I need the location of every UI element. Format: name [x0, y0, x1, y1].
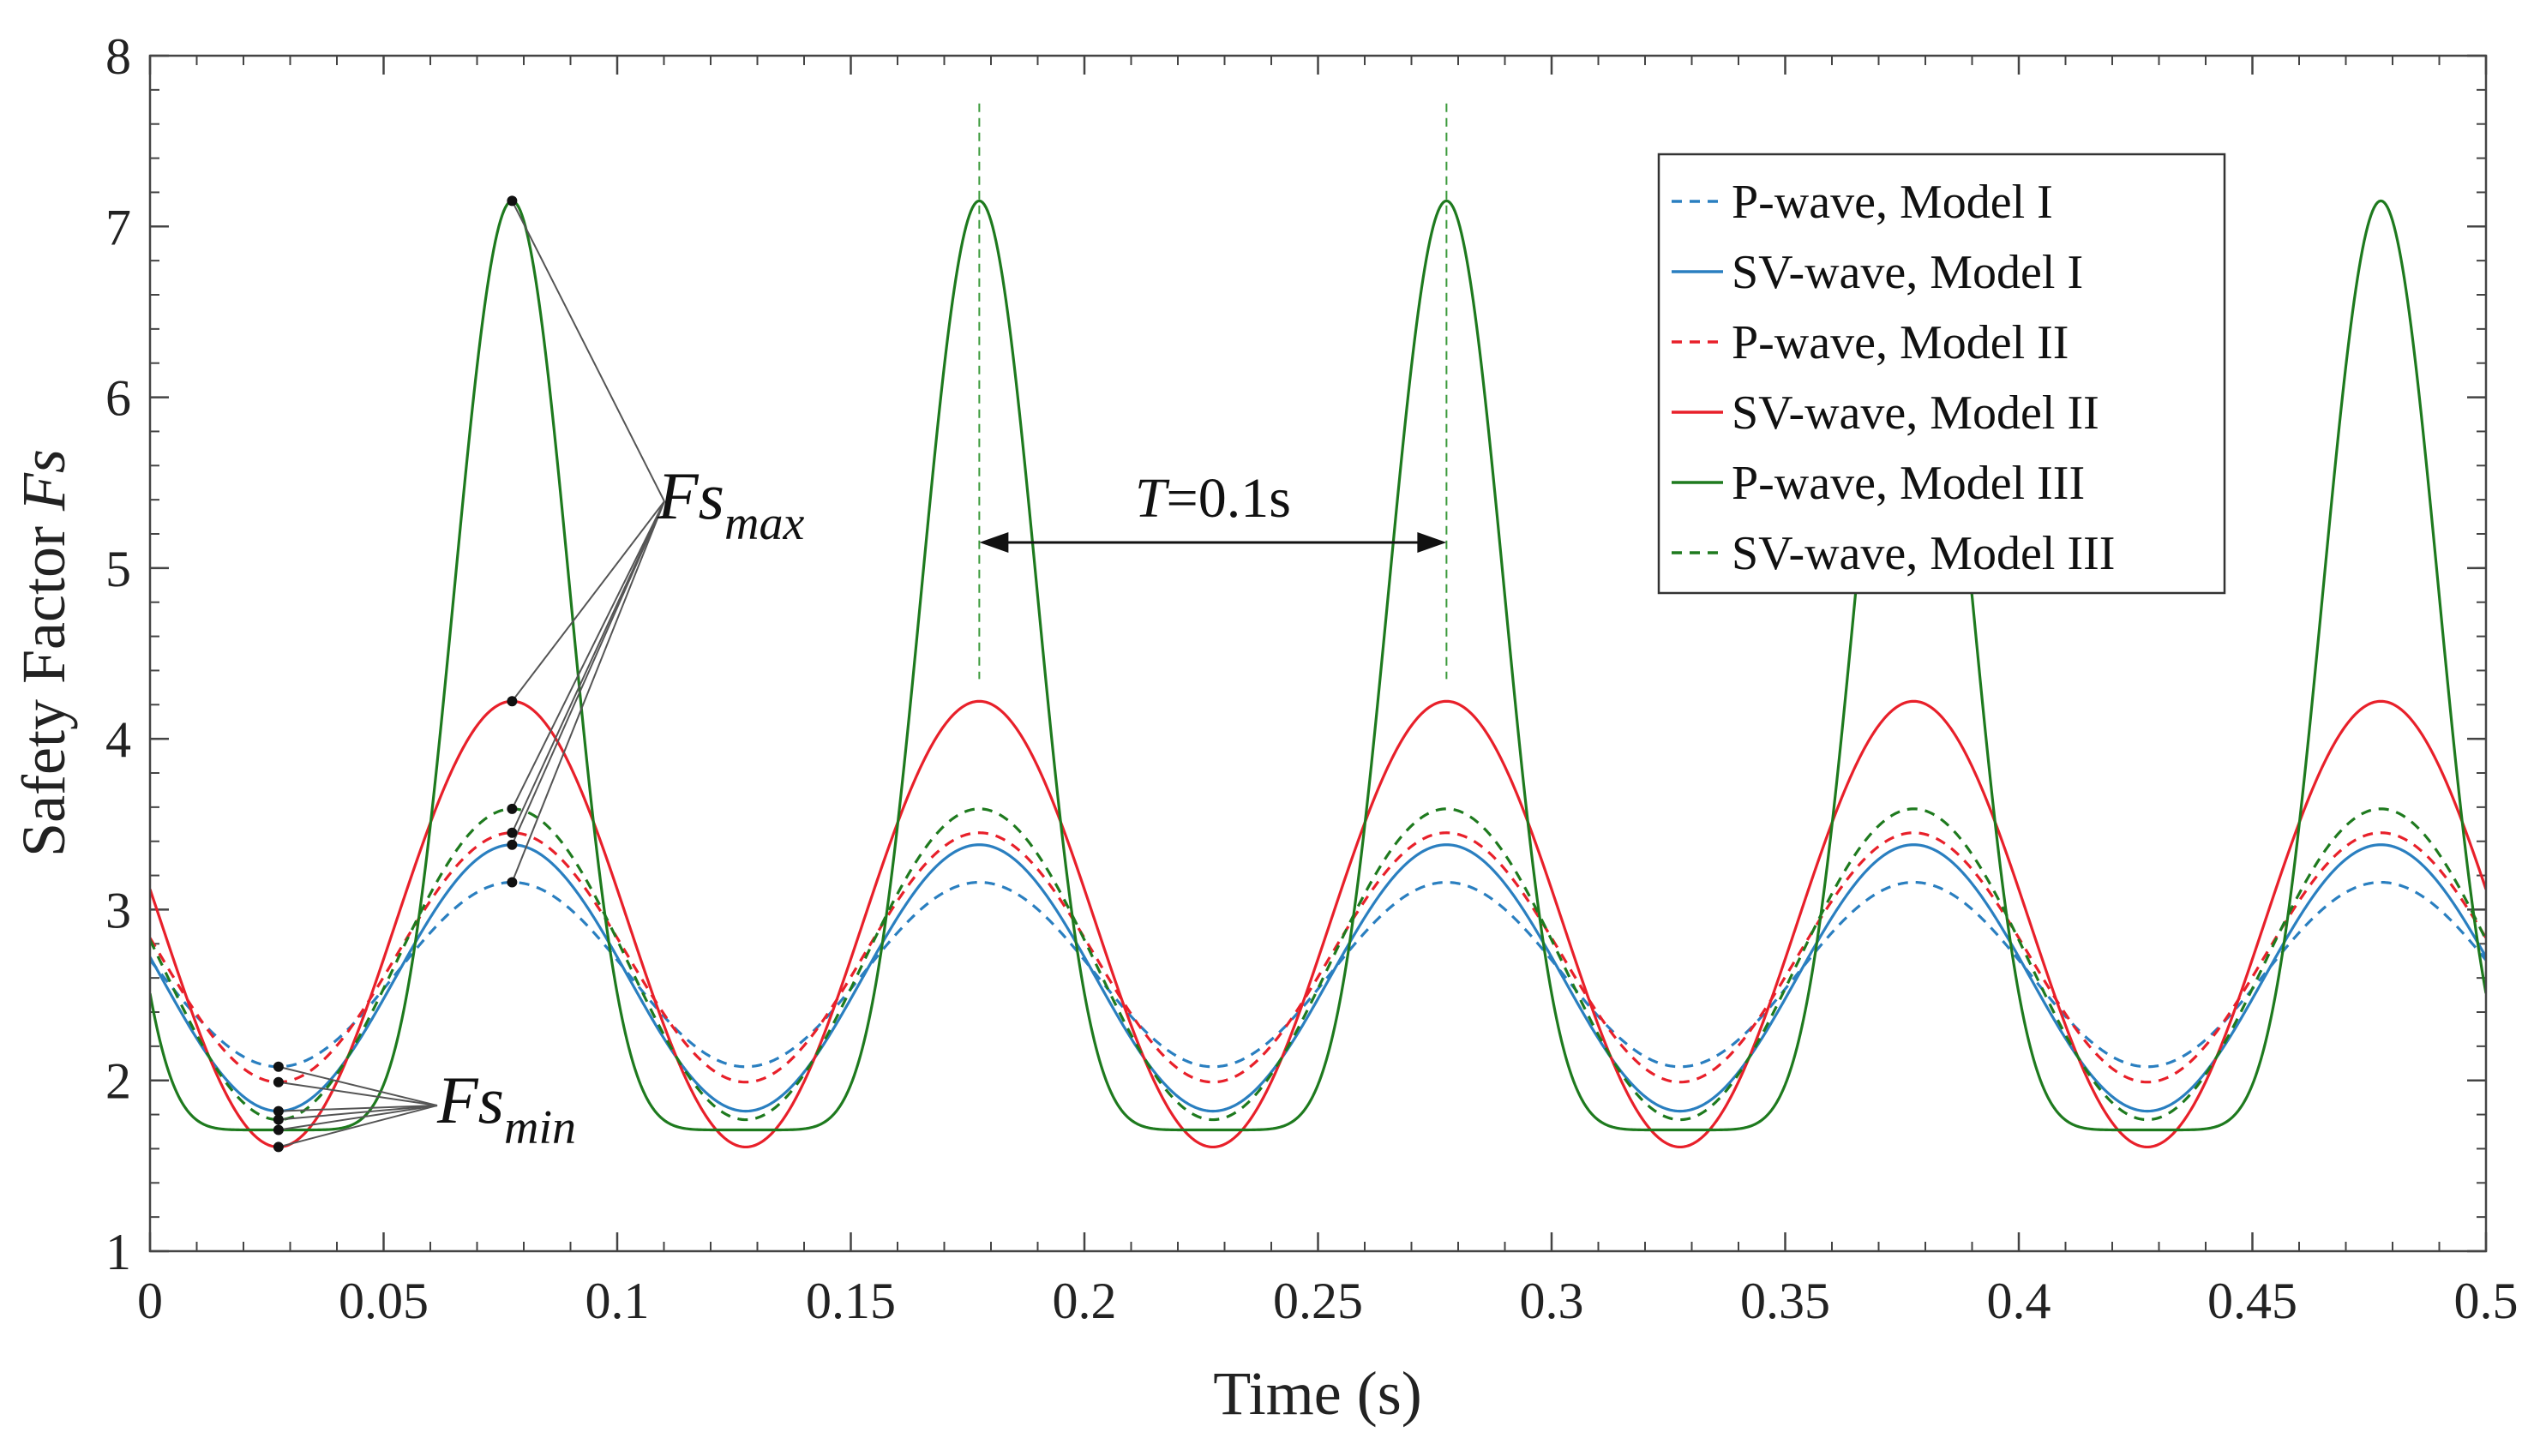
period-label: T=0.1s: [1135, 467, 1291, 530]
x-tick-label: 0.25: [1273, 1273, 1363, 1329]
period-arrowhead-left: [979, 531, 1009, 553]
y-axis-title-main: Safety Factor: [9, 511, 78, 857]
fs-max-marker: [507, 803, 518, 814]
fs-max-leader-line: [511, 500, 665, 810]
y-axis-title-italic: Fs: [9, 449, 78, 512]
x-tick-label: 0.5: [2454, 1273, 2519, 1329]
series-line: [150, 699, 2486, 1149]
period-arrowhead-right: [1417, 531, 1447, 553]
legend-label: SV-wave, Model III: [1732, 527, 2115, 580]
series-layer: [150, 199, 2486, 1149]
x-tick-label: 0.05: [339, 1273, 429, 1329]
y-tick-label: 3: [105, 882, 131, 938]
y-tick-label: 2: [105, 1053, 131, 1110]
fs-max-leader-line: [511, 500, 665, 834]
x-tick-label: 0.15: [806, 1273, 896, 1329]
x-tick-label: 0: [137, 1273, 163, 1329]
fs-max-leader-line: [511, 500, 665, 702]
legend-label: P-wave, Model III: [1732, 457, 2085, 510]
fs-max-leader-line: [511, 200, 665, 502]
fs-min-marker: [273, 1141, 284, 1153]
x-axis-title: Time (s): [1213, 1359, 1421, 1428]
period-label-rest: =0.1s: [1167, 467, 1291, 530]
legend-label: P-wave, Model II: [1732, 316, 2069, 369]
legend-label: SV-wave, Model II: [1732, 386, 2099, 440]
fs-min-leader-line: [278, 1065, 438, 1106]
fs-max-label: Fsmax: [657, 458, 804, 550]
y-axis-title: Safety Factor Fs: [9, 449, 78, 857]
fs-min-marker: [273, 1061, 284, 1072]
y-tick-label: 7: [105, 199, 131, 255]
fs-min-label-sub: min: [504, 1101, 576, 1154]
series-line: [150, 843, 2486, 1113]
legend: P-wave, Model I SV-wave, Model I P-wave, M…: [1657, 153, 2226, 595]
x-tick-label: 0.45: [2207, 1273, 2297, 1329]
x-tick-label: 0.3: [1520, 1273, 1584, 1329]
x-tick-label: 0.4: [1987, 1273, 2051, 1329]
x-tick-label: 0.1: [585, 1273, 650, 1329]
fs-min-leader-line: [278, 1081, 438, 1106]
y-tick-label: 4: [105, 711, 131, 768]
ticks-layer: [148, 54, 2488, 1253]
period-label-italic: T: [1135, 467, 1170, 530]
legend-label: P-wave, Model I: [1732, 176, 2053, 229]
fs-min-label: Fsmin: [436, 1063, 576, 1154]
y-tick-label: 5: [105, 541, 131, 597]
fs-min-marker: [273, 1105, 284, 1117]
fs-max-marker: [507, 827, 518, 838]
fs-min-leader-line: [278, 1105, 438, 1148]
series-line: [150, 199, 2486, 1132]
fs-min-marker: [273, 1076, 284, 1088]
fs-max-leader-line: [511, 500, 665, 883]
y-tick-labels: 1 2 3 4 5 6 7 8: [105, 28, 131, 1280]
series-line: [150, 880, 2486, 1069]
fs-max-label-sub: max: [724, 497, 804, 550]
plot-frame: [148, 54, 2488, 1253]
y-tick-label: 1: [105, 1224, 131, 1280]
fs-min-leader-line: [278, 1105, 438, 1121]
x-tick-label: 0.2: [1053, 1273, 1117, 1329]
series-line: [150, 831, 2486, 1084]
series-line: [150, 807, 2486, 1122]
fs-max-marker: [507, 839, 518, 850]
fs-max-marker: [507, 696, 518, 707]
legend-box: [1657, 153, 2226, 595]
legend-label: SV-wave, Model I: [1732, 246, 2083, 299]
fs-min-leader-line: [278, 1105, 438, 1131]
x-tick-labels: 0 0.05 0.1 0.15 0.2 0.25 0.3 0.35 0.4 0.45 0.5: [137, 1273, 2519, 1329]
fs-min-leader-line: [278, 1105, 438, 1112]
y-tick-label: 8: [105, 28, 131, 85]
fs-min-label-main: Fs: [436, 1063, 504, 1137]
fs-max-marker: [507, 877, 518, 888]
fs-min-marker: [273, 1124, 284, 1135]
y-tick-label: 6: [105, 370, 131, 427]
x-tick-label: 0.35: [1740, 1273, 1830, 1329]
fs-max-label-main: Fs: [657, 458, 724, 533]
fs-min-marker: [273, 1114, 284, 1125]
fs-max-marker: [507, 195, 518, 207]
